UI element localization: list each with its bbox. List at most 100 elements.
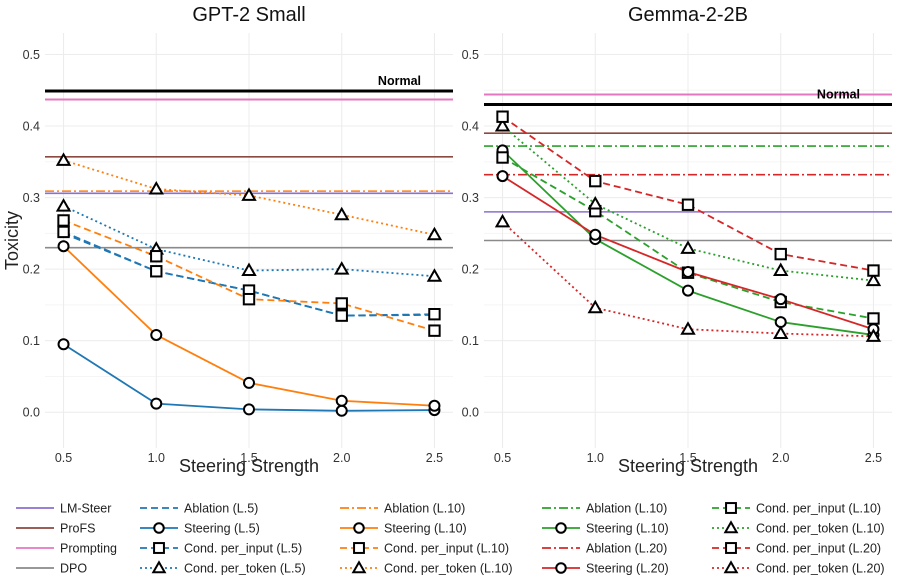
- y-tick-label: 0.4: [23, 120, 40, 134]
- legend-label: Ablation (L.10): [384, 502, 465, 516]
- data-point-cond-per-token-l-10: [680, 240, 696, 254]
- legend-swatch-marker: [353, 522, 365, 534]
- reference-label-normal: Normal: [378, 74, 421, 88]
- data-point-cond-per-input-l-10: [150, 250, 163, 263]
- data-point-cond-per-input-l-20: [681, 198, 695, 211]
- series-line-cond-per-token-l-10: [501, 125, 874, 282]
- data-point-cond-per-token-l-10: [865, 272, 882, 287]
- legend-item-steering-l-20: Steering (L.20): [542, 562, 669, 576]
- y-axis-label: Toxicity: [2, 211, 22, 270]
- legend-swatch-marker: [725, 542, 737, 554]
- legend-label: Ablation (L.10): [586, 502, 667, 516]
- legend-label: Steering (L.20): [586, 562, 669, 576]
- series-line-cond-per-input-l-20: [502, 115, 874, 272]
- data-point-cond-per-input-l-20: [867, 264, 880, 277]
- x-tick-label: 2.5: [865, 451, 882, 465]
- legend-item-ablation-l-5: Ablation (L.5): [140, 502, 258, 516]
- series-line-cond-per-input-l-5: [63, 231, 435, 317]
- data-point-steering-l-5: [335, 404, 348, 417]
- legend-label: Cond. per_input (L.10): [384, 542, 509, 556]
- data-point-cond-per-token-l-10: [334, 206, 350, 221]
- legend-item-profs: ProFS: [16, 522, 95, 536]
- data-point-steering-l-10: [682, 284, 694, 297]
- data-point-steering-l-10: [57, 240, 70, 253]
- legend-label: Cond. per_token (L.10): [384, 562, 513, 576]
- data-point-steering-l-20: [496, 170, 509, 183]
- chart-title: Gemma-2-2B: [628, 4, 748, 26]
- legend-label: Cond. per_input (L.5): [184, 542, 302, 556]
- data-point-cond-per-input-l-10: [867, 312, 880, 325]
- panel-gpt2-small: GPT-2 Small 0.0 0.1 0.2 0.3 0.4 0.5 0.5 1.0 1.5 2.…: [2, 4, 453, 476]
- reference-label-normal: Normal: [817, 88, 860, 102]
- data-point-cond-per-input-l-5: [150, 265, 163, 278]
- legend-item-lm-steer: LM-Steer: [16, 502, 111, 516]
- data-point-cond-per-token-l-20: [494, 213, 511, 228]
- data-point-cond-per-token-l-5: [426, 268, 443, 282]
- legend-label: Cond. per_token (L.10): [756, 522, 885, 536]
- legend-swatch-marker: [555, 522, 567, 534]
- legend: LM-Steer ProFS Prompting DPO Ablation (L.5) S…: [16, 502, 885, 576]
- x-tick-label: 2.5: [426, 451, 443, 465]
- series-line-cond-per-token-l-5: [63, 205, 435, 278]
- legend-swatch-marker: [353, 542, 365, 554]
- x-tick-label: 1.0: [148, 451, 165, 465]
- y-tick-label: 0.3: [23, 191, 40, 205]
- legend-label: Prompting: [60, 542, 117, 556]
- series-line-cond-per-token-l-10: [63, 159, 435, 236]
- y-tick-label: 0.4: [462, 120, 479, 134]
- legend-swatch-marker: [723, 520, 739, 534]
- panel-gemma-2-2b: Gemma-2-2B 0.0 0.1 0.2 0.3 0.4 0.5 0.5 1.0 1.5 2.0…: [462, 4, 892, 476]
- legend-item-cond-per-input-l-5: Cond. per_input (L.5): [140, 542, 302, 556]
- legend-label: Cond. per_input (L.20): [756, 542, 881, 556]
- legend-label: DPO: [60, 562, 87, 576]
- data-point-cond-per-token-l-10: [426, 226, 443, 241]
- x-tick-label: 2.0: [333, 451, 350, 465]
- data-point-cond-per-token-l-5: [55, 198, 72, 212]
- y-tick-label: 0.1: [23, 334, 40, 348]
- data-point-cond-per-input-l-5: [428, 307, 441, 321]
- data-point-cond-per-input-l-20: [496, 110, 509, 123]
- series-line-cond-per-input-l-10: [502, 156, 874, 320]
- legend-item-steering-l-10: Steering (L.10): [542, 522, 669, 536]
- legend-item-steering-l-10: Steering (L.10): [340, 522, 467, 536]
- legend-swatch-marker: [725, 502, 737, 514]
- data-point-cond-per-input-l-10: [496, 151, 509, 164]
- legend-item-cond-per-token-l-5: Cond. per_token (L.5): [140, 560, 306, 576]
- x-tick-label: 1.5: [679, 451, 696, 465]
- legend-item-ablation-l-10: Ablation (L.10): [340, 502, 465, 516]
- legend-label: ProFS: [60, 522, 95, 536]
- data-point-steering-l-20: [774, 293, 787, 306]
- data-point-cond-per-token-l-10: [587, 195, 603, 210]
- data-point-cond-per-token-l-5: [241, 262, 257, 277]
- legend-item-ablation-l-10: Ablation (L.10): [542, 502, 667, 516]
- data-point-cond-per-token-l-10: [241, 187, 257, 201]
- data-point-cond-per-token-l-10: [55, 152, 72, 166]
- data-point-steering-l-10: [150, 328, 163, 341]
- data-point-steering-l-10: [428, 399, 441, 412]
- data-point-steering-l-20: [589, 228, 602, 241]
- legend-swatch-marker: [351, 560, 367, 574]
- data-point-cond-per-token-l-20: [865, 328, 882, 342]
- y-tick-label: 0.2: [462, 263, 479, 277]
- data-point-cond-per-input-l-10: [335, 297, 348, 310]
- legend-label: LM-Steer: [60, 502, 111, 516]
- data-point-cond-per-input-l-10: [57, 214, 70, 227]
- legend-item-cond-per-token-l-20: Cond. per_token (L.20): [712, 560, 885, 576]
- legend-item-cond-per-token-l-10: Cond. per_token (L.10): [340, 560, 513, 576]
- legend-swatch-marker: [723, 560, 739, 574]
- legend-item-prompting: Prompting: [16, 542, 117, 556]
- legend-label: Cond. per_token (L.20): [756, 562, 885, 576]
- legend-label: Steering (L.5): [184, 522, 260, 536]
- data-point-cond-per-input-l-10: [242, 292, 256, 306]
- x-tick-label: 2.0: [772, 451, 789, 465]
- data-point-cond-per-token-l-20: [680, 321, 696, 335]
- data-point-cond-per-input-l-20: [774, 247, 787, 261]
- data-point-cond-per-input-l-5: [335, 309, 348, 322]
- legend-item-cond-per-input-l-20: Cond. per_input (L.20): [712, 542, 881, 556]
- legend-label: Ablation (L.20): [586, 542, 667, 556]
- legend-label: Steering (L.10): [384, 522, 467, 536]
- data-point-steering-l-5: [243, 403, 255, 416]
- data-point-cond-per-token-l-20: [773, 325, 789, 340]
- data-point-steering-l-5: [150, 397, 163, 410]
